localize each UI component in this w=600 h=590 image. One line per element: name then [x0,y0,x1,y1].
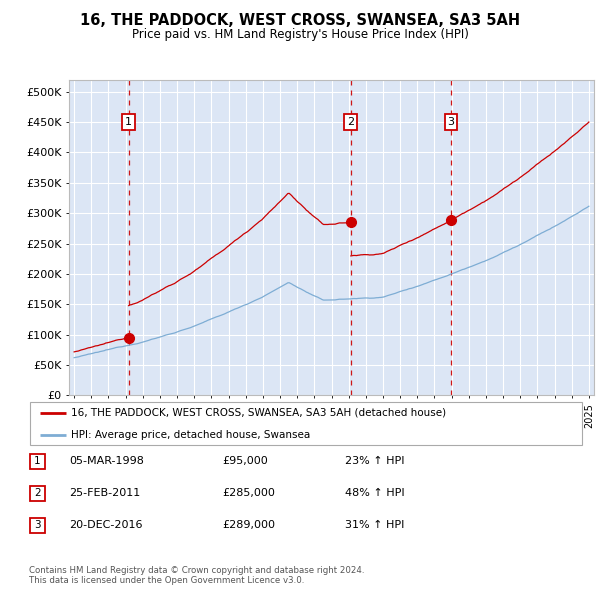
Text: £95,000: £95,000 [222,457,268,466]
Text: £289,000: £289,000 [222,520,275,530]
Text: £285,000: £285,000 [222,489,275,498]
Text: 3: 3 [34,520,41,530]
Text: Price paid vs. HM Land Registry's House Price Index (HPI): Price paid vs. HM Land Registry's House … [131,28,469,41]
Text: 16, THE PADDOCK, WEST CROSS, SWANSEA, SA3 5AH: 16, THE PADDOCK, WEST CROSS, SWANSEA, SA… [80,13,520,28]
Text: 20-DEC-2016: 20-DEC-2016 [69,520,143,530]
Text: 05-MAR-1998: 05-MAR-1998 [69,457,144,466]
Text: 23% ↑ HPI: 23% ↑ HPI [345,457,404,466]
Text: 48% ↑ HPI: 48% ↑ HPI [345,489,404,498]
Text: Contains HM Land Registry data © Crown copyright and database right 2024.
This d: Contains HM Land Registry data © Crown c… [29,566,364,585]
Text: 1: 1 [34,457,41,466]
Text: 25-FEB-2011: 25-FEB-2011 [69,489,140,498]
Text: 2: 2 [347,117,354,127]
Text: 1: 1 [125,117,132,127]
Text: 3: 3 [448,117,455,127]
Text: 2: 2 [34,489,41,498]
Text: 16, THE PADDOCK, WEST CROSS, SWANSEA, SA3 5AH (detached house): 16, THE PADDOCK, WEST CROSS, SWANSEA, SA… [71,408,446,418]
Text: HPI: Average price, detached house, Swansea: HPI: Average price, detached house, Swan… [71,430,311,440]
Text: 31% ↑ HPI: 31% ↑ HPI [345,520,404,530]
